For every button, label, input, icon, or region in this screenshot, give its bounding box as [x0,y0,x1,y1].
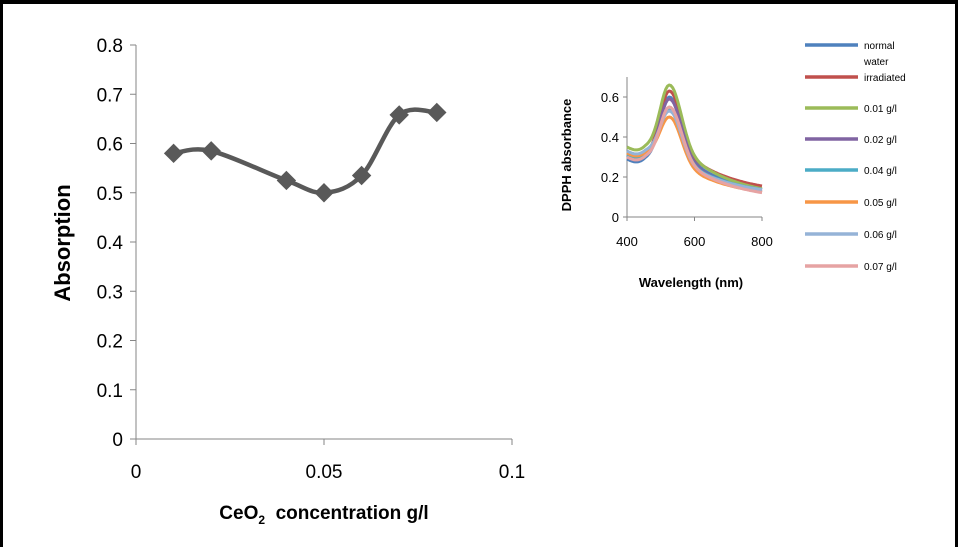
main-y-tick-label: 0.8 [97,36,123,57]
main-y-tick-label: 0.1 [97,381,123,402]
inset-x-tick-label: 400 [616,234,638,249]
main-y-tick-label: 0.3 [97,282,123,303]
main-x-tick-label: 0.1 [499,462,525,483]
inset-series-line [626,109,763,192]
inset-y-tick-label: 0.6 [601,90,619,105]
main-x-axis-title: CeO2 concentration g/l [219,503,428,527]
inset-legend: normal water irradiated 0.01 g/l 0.02 g/l 0.0… [805,41,906,273]
main-data-point [201,141,221,161]
legend-label: 0.01 g/l [864,104,897,115]
inset-y-tick-label: 0.2 [601,170,619,185]
main-y-tick-label: 0.2 [97,332,123,353]
legend-label: irradiated [864,73,906,84]
main-data-point [276,170,297,191]
main-y-tick-label: 0.7 [97,85,123,106]
legend-label: 0.04 g/l [864,166,897,177]
main-data-point [314,183,334,203]
legend-label: 0.07 g/l [864,262,897,273]
inset-y-axis-title: DPPH absorbance [559,99,574,212]
legend-label: normal [864,41,895,52]
legend-label: 0.02 g/l [864,135,897,146]
legend-label: water [863,57,889,68]
main-y-tick-label: 0 [112,430,123,451]
main-data-point [163,143,184,164]
inset-y-tick-label: 0.4 [601,130,619,145]
legend-label: 0.06 g/l [864,230,897,241]
inset-x-axis-title: Wavelength (nm) [639,275,743,290]
main-data-point [351,165,372,186]
main-x-tick-label: 0 [131,462,142,483]
inset-series-line [626,105,763,195]
inset-x-tick-label: 600 [684,234,706,249]
main-y-axis-title: Absorption [50,184,75,301]
inset-series-line [626,83,763,191]
main-data-point [389,105,409,125]
main-y-tick-label: 0.6 [97,135,123,156]
main-data-point [427,102,447,123]
inset-x-tick-label: 800 [751,234,773,249]
legend-label: 0.05 g/l [864,198,897,209]
main-x-tick-label: 0.05 [306,462,343,483]
inset-y-tick-label: 0 [612,210,619,225]
main-y-tick-label: 0.5 [97,184,123,205]
main-chart: 0 0.1 0.2 0.3 0.4 0.5 0.6 0.7 0.8 0 0.05 0.1 Absorp… [50,36,525,527]
main-y-tick-label: 0.4 [97,233,124,254]
inset-chart: 0 0.2 0.4 0.6 400 600 800 DPPH absorbance Wave… [559,77,773,290]
inset-series-line [626,89,763,188]
